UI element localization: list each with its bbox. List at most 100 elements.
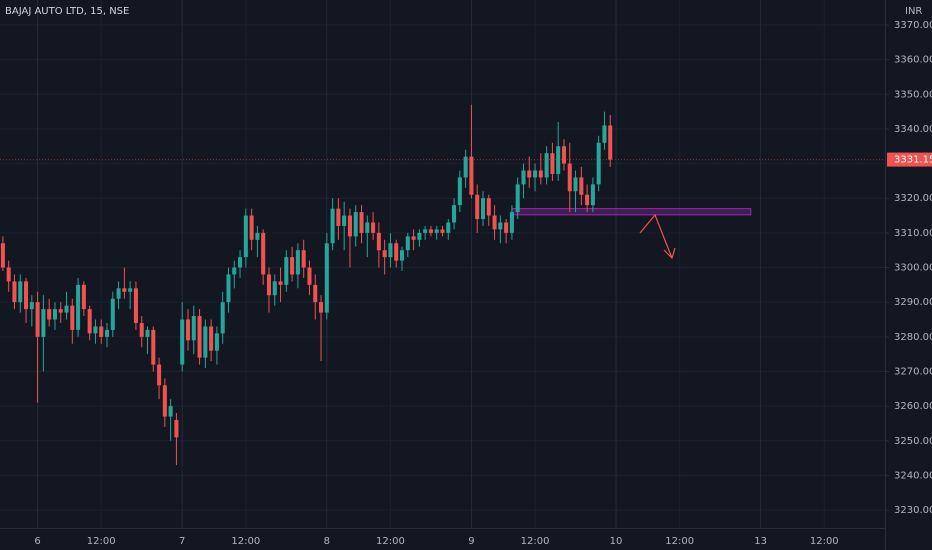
- candle-body: [185, 319, 191, 341]
- candle-body: [342, 215, 347, 226]
- candle-body: [272, 281, 277, 296]
- candle-body: [162, 385, 167, 417]
- candle-body: [515, 184, 520, 213]
- candle-body: [41, 309, 46, 337]
- x-tick-label: 12:00: [376, 536, 405, 547]
- candle-body: [382, 250, 387, 258]
- candle-body: [243, 215, 248, 258]
- y-tick-label: 3350.00: [894, 89, 932, 100]
- candle-body: [197, 316, 202, 358]
- candle-body: [238, 257, 243, 268]
- candle-body: [417, 232, 422, 240]
- candle-body: [122, 288, 127, 292]
- y-tick-label: 3280.00: [894, 332, 932, 343]
- candle-body: [405, 236, 410, 251]
- candle-body: [261, 232, 266, 275]
- candle-body: [567, 163, 572, 192]
- last-price-tag: [887, 152, 932, 167]
- candle-body: [498, 222, 503, 230]
- candle-body: [573, 177, 578, 192]
- candle-body: [157, 364, 162, 386]
- candle-body: [191, 316, 196, 341]
- candle-body: [6, 267, 11, 282]
- candle-body: [509, 212, 514, 233]
- candle-body: [93, 326, 98, 334]
- candle-body: [452, 205, 457, 223]
- x-tick-label: 12:00: [87, 536, 116, 547]
- candle-body: [58, 309, 63, 313]
- y-tick-label: 3290.00: [894, 297, 932, 308]
- candle-body: [116, 288, 121, 299]
- candle-body: [313, 284, 318, 303]
- y-tick-label: 3340.00: [894, 124, 932, 135]
- candle-body: [596, 142, 601, 185]
- candle-body: [104, 329, 110, 337]
- candle-body: [203, 326, 208, 358]
- x-tick-label: 8: [324, 536, 330, 547]
- candle-body: [347, 215, 352, 237]
- support-zone: [511, 208, 752, 216]
- candle-body: [469, 156, 474, 195]
- y-tick-label: 3360.00: [894, 55, 932, 66]
- candle-body: [266, 274, 271, 296]
- candle-body: [151, 329, 156, 365]
- plot: [0, 104, 752, 466]
- candle-body: [249, 215, 254, 240]
- candle-body: [0, 243, 5, 268]
- candle-body: [376, 232, 381, 251]
- grid: [0, 0, 885, 528]
- y-tick-label: 3230.00: [894, 505, 932, 516]
- candle-body: [480, 198, 486, 220]
- y-tick-label: 3370.00: [894, 20, 932, 31]
- candle-body: [255, 232, 260, 240]
- y-tick-label: 3240.00: [894, 470, 932, 481]
- y-tick-label: 3310.00: [894, 228, 932, 239]
- candle-body: [214, 333, 219, 351]
- candle-body: [18, 281, 23, 303]
- candle-body: [463, 156, 468, 178]
- candle-body: [585, 194, 590, 206]
- candle-body: [590, 184, 595, 206]
- candle-body: [359, 212, 364, 233]
- x-tick-label: 6: [34, 536, 40, 547]
- currency-label: INR: [905, 6, 922, 17]
- candle-body: [446, 222, 451, 233]
- candle-body: [110, 298, 115, 330]
- candle-body: [556, 146, 561, 174]
- candle-body: [353, 212, 358, 237]
- y-tick-label: 3260.00: [894, 401, 932, 412]
- candle-body: [180, 319, 185, 365]
- x-tick-label: 12:00: [665, 536, 694, 547]
- candle-body: [168, 406, 173, 417]
- candle-body: [47, 309, 52, 320]
- candle-body: [290, 257, 295, 275]
- x-tick-label: 12:00: [810, 536, 839, 547]
- candle-body: [232, 267, 237, 275]
- candle-body: [220, 302, 225, 334]
- candle-body: [504, 222, 509, 233]
- x-tick-label: 10: [610, 536, 623, 547]
- candle-body: [209, 326, 214, 351]
- candle-body: [301, 250, 306, 268]
- arrow-drawing: [639, 213, 676, 260]
- candle-body: [99, 326, 104, 337]
- candle-body: [388, 243, 393, 258]
- candle-body: [538, 170, 543, 178]
- chart-title: BAJAJ AUTO LTD, 15, NSE: [5, 6, 129, 17]
- candle-body: [76, 284, 81, 330]
- x-tick-label: 12:00: [231, 536, 260, 547]
- candle-body: [35, 302, 40, 337]
- candle-body: [475, 194, 480, 220]
- x-tick-label: 12:00: [521, 536, 550, 547]
- candle-body: [521, 170, 526, 185]
- candle-body: [608, 125, 613, 160]
- candle-body: [399, 250, 405, 261]
- candle-body: [24, 281, 29, 310]
- candle-body: [174, 420, 179, 438]
- candle-body: [278, 281, 283, 285]
- candle-body: [52, 309, 57, 320]
- candle-body: [492, 215, 497, 230]
- last-price-label: 3331.15: [894, 155, 932, 166]
- candle-body: [226, 274, 231, 303]
